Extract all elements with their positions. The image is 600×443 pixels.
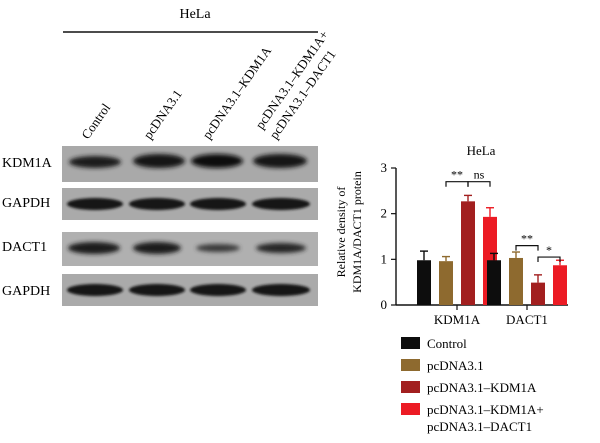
cell-line-header: HeLa (179, 7, 211, 22)
blot-band (190, 198, 246, 210)
significance-label: ** (521, 232, 533, 246)
blot-band (133, 242, 181, 254)
bar (461, 201, 475, 305)
blot-band (133, 154, 185, 168)
chart-bars (417, 201, 567, 305)
legend-label: pcDNA3.1–KDM1A+ (427, 402, 544, 417)
bar (531, 282, 545, 305)
bar (487, 260, 501, 305)
bar (553, 265, 567, 305)
lane-label-pcdna31: pcDNA3.1 (140, 87, 185, 142)
legend-label: Control (427, 336, 467, 351)
blot-label-kdm1a: KDM1A (2, 156, 53, 171)
chart-error-bars (420, 194, 564, 283)
legend-swatch (401, 403, 420, 415)
y-tick-label: 0 (381, 297, 388, 312)
blot-strip-dact1 (62, 232, 318, 266)
legend-label: pcDNA3.1–KDM1A (427, 380, 537, 395)
blot-strip-gapdh-2 (62, 274, 318, 306)
significance-label: ns (474, 168, 485, 182)
legend-swatch (401, 359, 420, 371)
blot-band (67, 198, 123, 210)
blot-band (68, 242, 120, 254)
blot-band (252, 198, 310, 210)
blot-band (129, 284, 185, 296)
bar (439, 261, 453, 305)
bar (509, 257, 523, 305)
blot-strip-kdm1a (62, 146, 318, 182)
bar (417, 260, 431, 305)
y-tick-label: 3 (381, 160, 388, 175)
blot-band (129, 198, 185, 210)
blot-strip-gapdh-1 (62, 188, 318, 220)
blot-band (253, 154, 307, 168)
x-tick-label: KDM1A (434, 312, 481, 327)
blot-band (256, 243, 306, 253)
legend-label: pcDNA3.1–DACT1 (427, 419, 532, 434)
y-tick-label: 1 (381, 251, 388, 266)
chart-title: HeLa (467, 143, 496, 158)
x-tick-label: DACT1 (506, 312, 548, 327)
blot-label-gapdh-2: GAPDH (2, 284, 50, 299)
chart-significance: ** ns*** (445, 168, 561, 263)
significance-label: * (546, 243, 552, 257)
significance-bracket (515, 245, 539, 251)
blot-band (69, 156, 121, 168)
blot-band (191, 154, 243, 168)
blot-band (67, 284, 123, 296)
blot-band (196, 244, 240, 252)
y-axis-label-line1: Relative density of (334, 187, 348, 278)
blot-label-dact1: DACT1 (2, 240, 47, 255)
legend-swatch (401, 381, 420, 393)
significance-bracket (445, 181, 469, 187)
chart-legend: Control pcDNA3.1 pcDNA3.1–KDM1A pcDNA3.1–KD… (401, 336, 544, 434)
y-axis-label-line2: KDM1A/DACT1 protein (350, 171, 364, 293)
significance-label: ** (451, 168, 463, 182)
significance-bracket (467, 181, 491, 187)
y-tick-label: 2 (381, 206, 388, 221)
blot-band (252, 284, 310, 296)
lane-label-control: Control (78, 100, 113, 141)
blot-label-gapdh-1: GAPDH (2, 196, 50, 211)
blot-band (190, 284, 246, 296)
significance-bracket (537, 256, 561, 263)
legend-label: pcDNA3.1 (427, 358, 484, 373)
legend-swatch (401, 337, 420, 349)
